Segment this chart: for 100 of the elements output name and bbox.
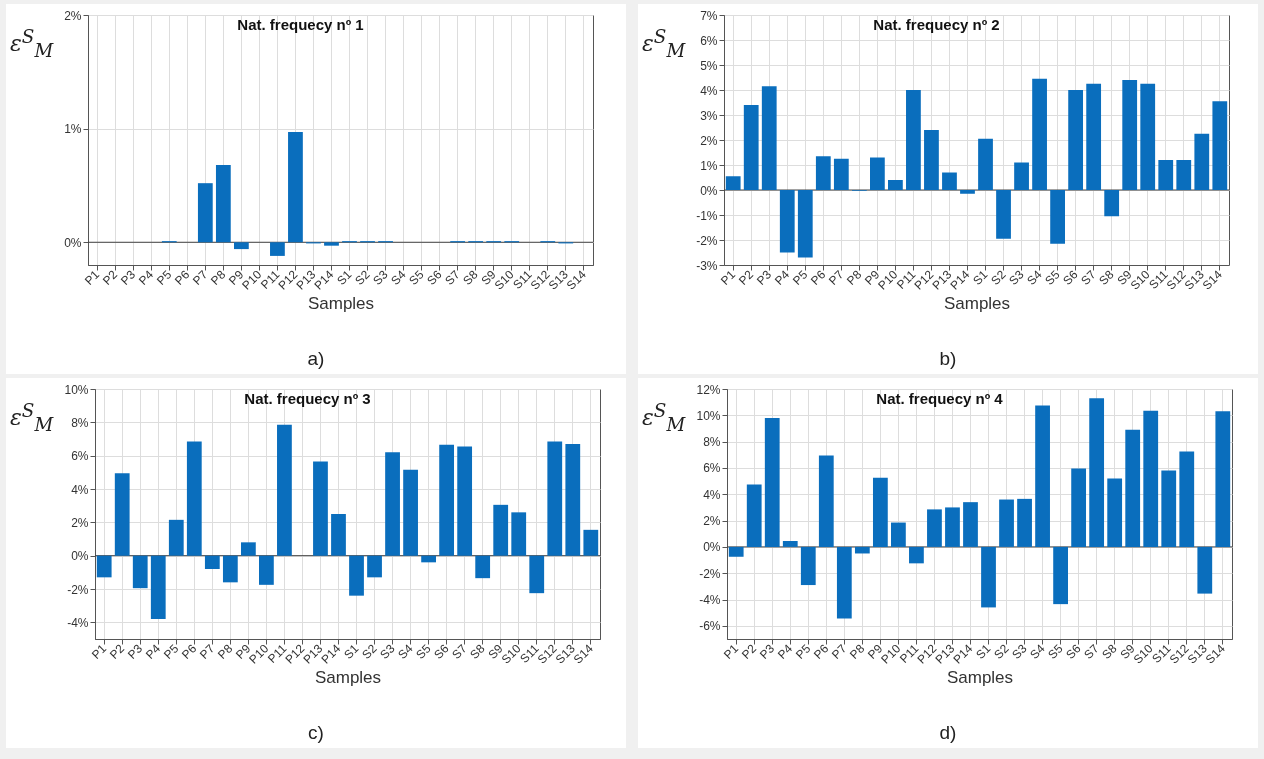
bar	[942, 172, 957, 190]
bar	[511, 512, 527, 556]
bar	[1068, 90, 1084, 190]
bar	[367, 555, 382, 578]
chart-title: Nat. frequecy nº 3	[244, 390, 371, 407]
y-tick-label: 1%	[64, 122, 82, 137]
bar	[1140, 83, 1156, 190]
bar	[999, 499, 1014, 547]
x-axis-title: Samples	[943, 293, 1011, 313]
x-tick-label: S8	[1099, 641, 1120, 662]
bar	[385, 452, 400, 556]
x-tick-label: S7	[449, 641, 470, 662]
bar	[150, 555, 166, 619]
y-tick-label: 4%	[71, 482, 89, 497]
y-tick-label: -1%	[696, 208, 718, 223]
x-axis-title: Samples	[314, 667, 382, 687]
bar	[981, 546, 996, 608]
y-tick-label: 10%	[696, 408, 721, 423]
x-tick-label: S5	[1042, 267, 1063, 288]
bar	[349, 555, 364, 596]
x-tick-label: S8	[460, 267, 481, 288]
y-tick-label: 3%	[700, 108, 718, 123]
y-tick-label: 6%	[703, 461, 721, 476]
bar	[1053, 546, 1068, 605]
x-axis-title: Samples	[307, 293, 375, 313]
x-tick-label: S3	[377, 641, 398, 662]
bar	[1158, 160, 1174, 190]
bar	[764, 417, 780, 547]
bar	[891, 522, 906, 547]
bar	[457, 446, 473, 556]
bar	[204, 555, 220, 569]
bar	[197, 183, 213, 243]
bar	[906, 90, 921, 190]
y-tick-label: -3%	[696, 258, 718, 273]
y-tick-label: 6%	[700, 33, 718, 48]
x-tick-label: S4	[388, 267, 409, 288]
x-tick-label: S1	[334, 267, 355, 288]
bar	[313, 461, 328, 556]
bar	[1086, 83, 1102, 190]
y-tick-label: 8%	[71, 415, 89, 430]
bar	[779, 190, 795, 253]
y-tick-label: 10%	[64, 382, 89, 397]
bar	[746, 484, 762, 547]
bar	[1104, 190, 1120, 217]
text: c)	[307, 722, 325, 744]
x-tick-label: S8	[1096, 267, 1117, 288]
bar	[1215, 411, 1231, 547]
bar	[815, 156, 831, 190]
bar	[1107, 478, 1123, 547]
x-tick-label: S5	[1045, 641, 1066, 662]
x-tick-label: S7	[1078, 267, 1099, 288]
bar	[1089, 398, 1105, 547]
x-tick-label: S8	[467, 641, 488, 662]
bar	[963, 502, 978, 547]
bar	[960, 190, 975, 194]
bar	[927, 509, 942, 547]
x-tick-label: P8	[208, 267, 229, 288]
text: d)	[938, 722, 958, 744]
x-tick-label: S4	[395, 641, 416, 662]
text: b)	[938, 348, 958, 370]
bar	[583, 529, 599, 556]
x-tick-label: S1	[970, 267, 991, 288]
chart-title: Nat. frequecy nº 1	[237, 16, 364, 33]
text: a)	[306, 348, 326, 370]
y-tick-label: -2%	[696, 233, 718, 248]
bar	[761, 86, 777, 190]
bar	[132, 555, 148, 589]
bar	[421, 555, 436, 563]
bar	[240, 542, 256, 556]
x-tick-label: S2	[988, 267, 1009, 288]
bar	[565, 444, 581, 556]
x-tick-label: S5	[406, 267, 427, 288]
bar	[1032, 78, 1047, 190]
bar	[797, 190, 813, 258]
x-tick-label: S5	[413, 641, 434, 662]
bar	[529, 555, 545, 594]
x-tick-label: P8	[844, 267, 865, 288]
bar	[324, 242, 339, 246]
bar	[872, 477, 888, 547]
y-tick-label: -6%	[699, 619, 721, 634]
bar	[1143, 410, 1159, 547]
bar	[277, 424, 292, 556]
x-tick-label: S2	[359, 641, 380, 662]
x-tick-label: S6	[1063, 641, 1084, 662]
bar	[168, 519, 184, 556]
y-tick-label: -4%	[699, 593, 721, 608]
bar	[725, 176, 741, 190]
x-tick-label: P8	[847, 641, 868, 662]
x-tick-label: S7	[1081, 641, 1102, 662]
bar	[833, 158, 849, 190]
x-tick-label: S3	[370, 267, 391, 288]
x-tick-label: S2	[352, 267, 373, 288]
y-tick-label: -4%	[67, 615, 89, 630]
y-tick-label: 7%	[700, 8, 718, 23]
bar	[836, 546, 852, 619]
bar	[1179, 451, 1195, 547]
bar	[728, 546, 744, 557]
x-tick-label: S1	[341, 641, 362, 662]
bar	[331, 514, 346, 556]
bar	[782, 540, 798, 547]
